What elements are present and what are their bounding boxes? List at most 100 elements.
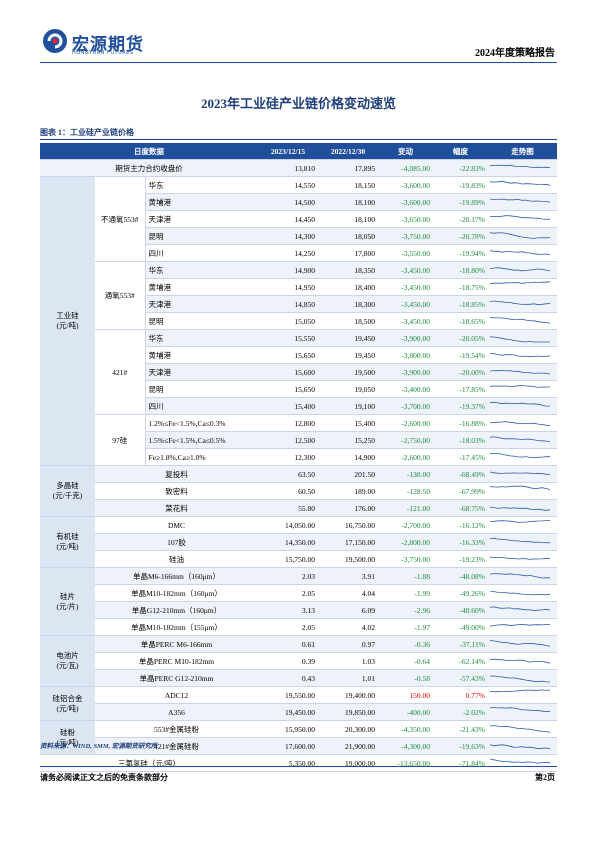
item-label: 单晶M6-166mm（160μm） <box>95 567 258 585</box>
change-cell: -0.64 <box>378 652 433 670</box>
table-row: 421# 华东 15,550 19,450 -3,900.00 -20.05% <box>40 329 557 415</box>
table-row: 单晶G12-210mm（160μm） 3.13 6.09 -2.96 -48.60% <box>40 601 557 619</box>
change-cell: -0.58 <box>378 669 433 687</box>
sparkline <box>489 336 550 343</box>
sparkline <box>489 317 551 324</box>
item-label: 致密料 <box>95 482 258 500</box>
item-label: 单晶PERC M10-182mm <box>95 652 258 670</box>
group-label: 硅粉 (元/吨) <box>40 720 95 755</box>
item-label: 单晶G12-210mm（160μm） <box>95 601 258 619</box>
sparkline-path <box>489 198 551 203</box>
trend-cell <box>488 176 557 194</box>
trend-cell <box>488 737 557 755</box>
price-cell: 15,050 <box>258 312 318 330</box>
change-cell: -3,750.00 <box>378 550 433 568</box>
sparkline <box>489 744 551 750</box>
table-row: 黄埔港 15,650 19,450 -3,800.00 -19.54% <box>40 346 557 364</box>
trend-cell <box>488 584 557 602</box>
group-label-line: 硅片 <box>60 591 75 601</box>
trend-cell <box>488 669 557 687</box>
change-cell: -19.37% <box>433 397 488 415</box>
sparkline <box>489 453 550 458</box>
trend-cell <box>488 380 557 398</box>
item-label: 复投料 <box>95 465 258 483</box>
change-cell: -3,550.00 <box>378 244 433 262</box>
sparkline-path <box>489 180 551 186</box>
change-cell: -4,300.00 <box>378 737 433 755</box>
change-cell: -18.65% <box>433 312 488 330</box>
change-cell: -48.60% <box>433 601 488 619</box>
sparkline <box>489 267 551 272</box>
table-row: 昆明 15,050 18,500 -3,450.00 -18.65% <box>40 312 557 330</box>
sparkline-path <box>489 232 551 239</box>
price-cell: 15,400 <box>318 414 378 432</box>
table-row: 单晶M10-182mm（160μm） 2.05 4.04 -1.99 -49.26% <box>40 584 557 602</box>
subgroup-label: 421# <box>95 329 146 415</box>
change-cell: -3,450.00 <box>378 312 433 330</box>
sparkline-path <box>489 689 551 693</box>
sparkline <box>489 421 551 427</box>
footer-rule <box>40 766 557 767</box>
sparkline-path <box>489 744 551 750</box>
price-cell: 12,500 <box>258 431 318 449</box>
change-cell: -68.75% <box>433 499 488 517</box>
price-cell: 19,000.00 <box>318 754 378 772</box>
change-cell: -0.36 <box>378 635 433 653</box>
trend-cell <box>488 159 557 177</box>
sparkline-path <box>489 421 551 427</box>
sparkline <box>489 180 551 186</box>
source-note: 资料来源：WIND, SMM, 宏源期货研究所 <box>40 743 158 750</box>
trend-cell <box>488 618 557 636</box>
price-cell: 14,550 <box>258 176 318 194</box>
table-row: 工业硅 (元/吨) 不通氧553# 华东 14,550 18,150 -3,600.00 -1… <box>40 176 557 466</box>
sparkline <box>489 232 551 239</box>
sparkline-path <box>489 300 551 306</box>
change-cell: -18.75% <box>433 278 488 296</box>
price-cell: 14,300 <box>258 227 318 245</box>
sparkline <box>489 675 551 683</box>
sparkline-path <box>489 758 551 764</box>
price-cell: 17,895 <box>318 159 378 177</box>
table-row: 1.5%≤Fe<1.5%,Ca≤0.5% 12,500 15,250 -2,750.0… <box>40 431 557 449</box>
item-label: 单晶PERC M6-166mm <box>95 635 258 653</box>
trend-cell <box>488 601 557 619</box>
group-label-line: (元/吨) <box>56 737 79 747</box>
sparkline-path <box>489 658 551 664</box>
sparkline-path <box>489 453 550 458</box>
sparkline <box>489 401 550 407</box>
price-cell: 18,100 <box>318 193 378 211</box>
price-cell: 12,300 <box>258 448 318 466</box>
group-label: 工业硅 (元/吨) <box>40 176 95 466</box>
sparkline <box>489 520 551 523</box>
item-label: 1.5%≤Fe<1.5%,Ca≤0.5% <box>145 431 258 449</box>
table-row: 黄埔港 14,950 18,400 -3,450.00 -18.75% <box>40 278 557 296</box>
price-cell: 14,900 <box>258 261 318 279</box>
table-row: 天津港 14,450 18,100 -3,650.00 -20.17% <box>40 210 557 228</box>
group-label-line: 有机硅 <box>56 532 79 541</box>
caption-rule <box>40 139 557 140</box>
price-cell: 4.02 <box>318 618 378 636</box>
sparkline-path <box>489 707 551 712</box>
trend-cell <box>488 431 557 449</box>
item-label: 单晶PERC G12-210mm <box>95 669 258 687</box>
sparkline-path <box>489 401 550 407</box>
price-cell: 14,250 <box>258 244 318 262</box>
trend-cell <box>488 295 557 313</box>
trend-cell <box>488 516 557 534</box>
sparkline-path <box>489 573 550 579</box>
trend-cell <box>488 261 557 279</box>
trend-cell <box>488 210 557 228</box>
change-cell: -20.05% <box>433 329 488 347</box>
table-row: 通氧553# 华东 14,900 18,350 -3,450.00 -18.80% <box>40 261 557 330</box>
change-cell: -67.99% <box>433 482 488 500</box>
sparkline <box>489 485 551 490</box>
table-row: 期货主力合约收盘价 13,810 17,895 -4,085.00 -22.83% <box>40 159 557 177</box>
trend-cell <box>488 397 557 415</box>
sparkline <box>489 640 551 647</box>
sparkline-path <box>489 281 551 285</box>
column-header: 2023/12/15 <box>258 143 318 160</box>
change-cell: -1.97 <box>378 618 433 636</box>
change-cell: -128.50 <box>378 482 433 500</box>
price-cell: 15,950.00 <box>258 720 318 738</box>
report-name: 2024年度策略报告 <box>475 48 555 59</box>
